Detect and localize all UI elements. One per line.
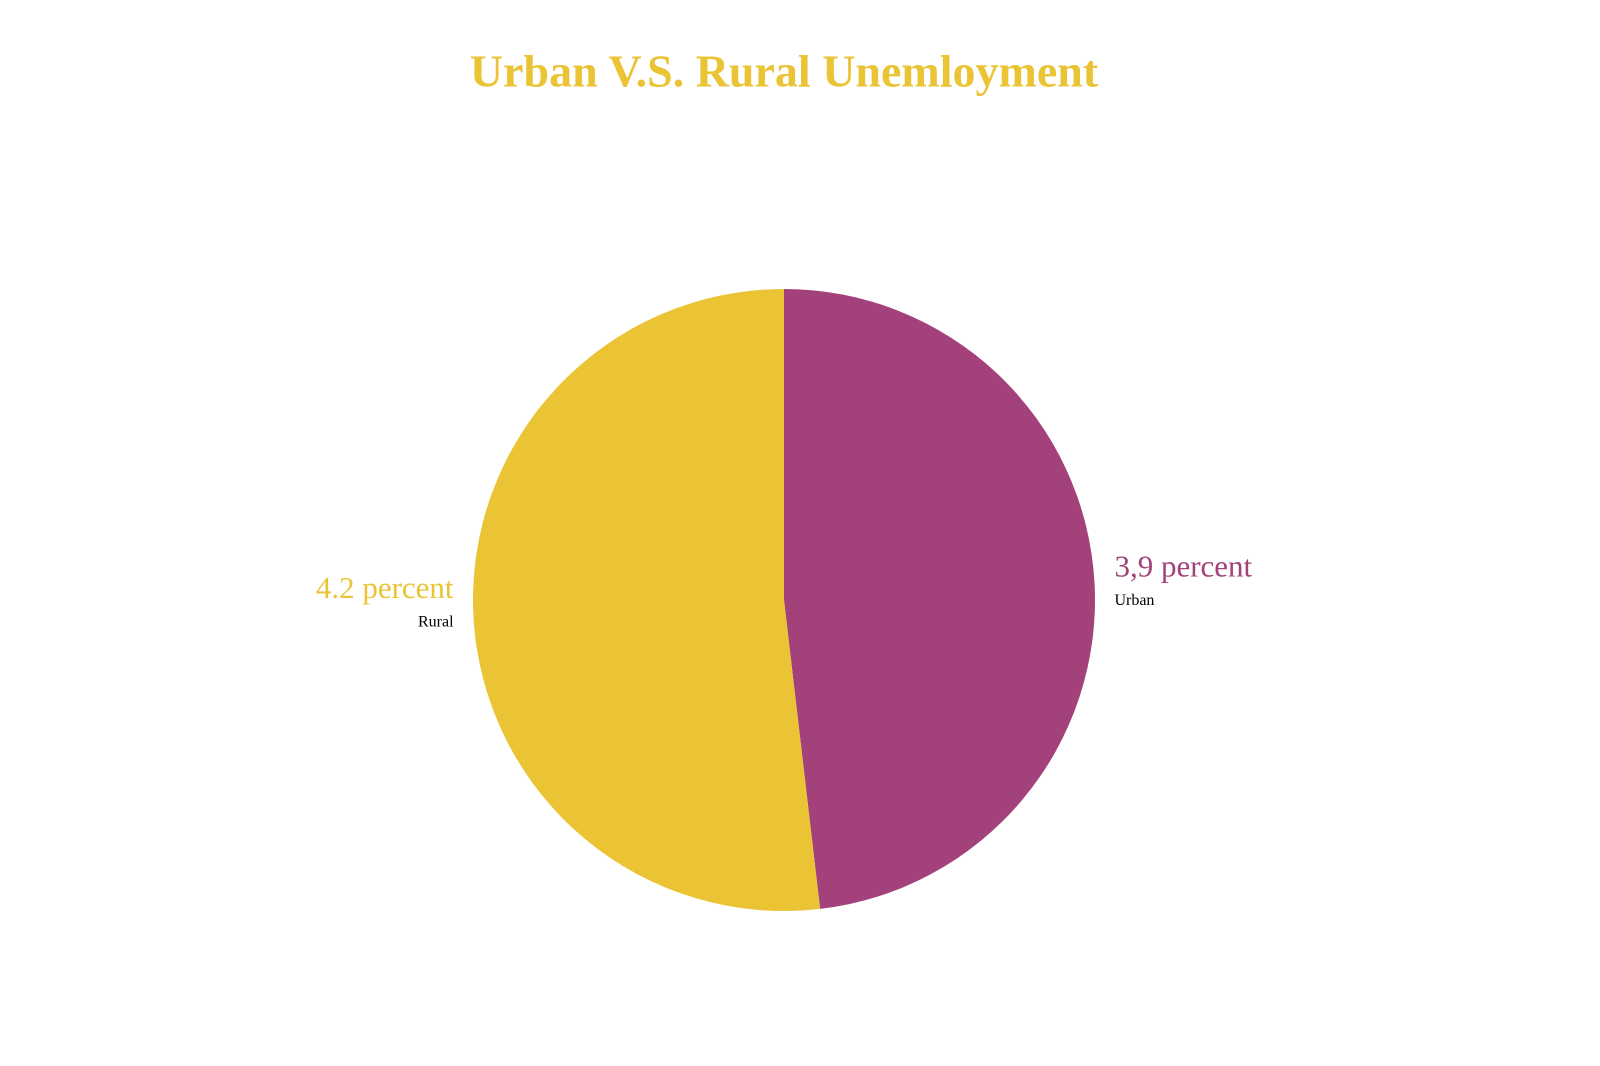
category-label: Urban	[1114, 592, 1154, 609]
data-label: 3,9 percent	[1114, 548, 1252, 583]
pie-slice	[473, 289, 821, 912]
pie-slice	[784, 289, 1096, 909]
chart-title: Urban V.S. Rural Unemloyment	[470, 46, 1099, 97]
category-label: Rural	[418, 614, 454, 631]
data-label: 4.2 percent	[316, 570, 454, 605]
